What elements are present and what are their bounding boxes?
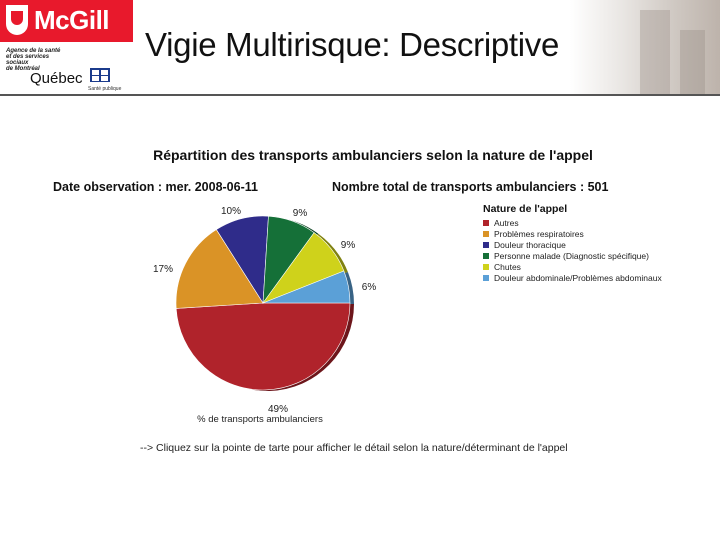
legend-swatch xyxy=(483,219,489,226)
legend-label: Douleur thoracique xyxy=(494,239,566,250)
mcgill-shield-icon xyxy=(6,5,28,35)
mcgill-logo: McGill xyxy=(0,0,133,42)
observation-date: Date observation : mer. 2008-06-11 xyxy=(53,180,258,194)
building-photo xyxy=(570,0,720,96)
mcgill-brand-text: McGill xyxy=(34,5,110,35)
total-transports: Nombre total de transports ambulanciers … xyxy=(332,180,609,194)
pie-slice-label: 17% xyxy=(153,264,173,275)
chart-title: Répartition des transports ambulanciers … xyxy=(153,147,593,163)
pie-slice-label: 9% xyxy=(341,240,356,251)
legend-swatch xyxy=(483,274,489,281)
legend-swatch xyxy=(483,263,489,270)
legend-label: Personne malade (Diagnostic spécifique) xyxy=(494,250,649,261)
pie-slice[interactable] xyxy=(262,270,351,304)
legend-swatch xyxy=(483,252,489,259)
quebec-flag-icon xyxy=(90,68,110,82)
pie-slice-label: 49% xyxy=(268,404,288,415)
pie-slice-label: 6% xyxy=(362,282,377,293)
legend-label: Douleur abdominale/Problèmes abdominaux xyxy=(494,272,662,283)
legend-title: Nature de l'appel xyxy=(483,203,568,215)
legend-item: Problèmes respiratoires xyxy=(483,228,662,239)
legend-item: Douleur abdominale/Problèmes abdominaux xyxy=(483,272,662,283)
legend-label: Chutes xyxy=(494,261,521,272)
legend-swatch xyxy=(483,230,489,237)
legend-label: Problèmes respiratoires xyxy=(494,228,584,239)
pie-slice[interactable] xyxy=(175,302,351,391)
chart-caption: --> Cliquez sur la pointe de tarte pour … xyxy=(140,442,568,454)
legend-item: Douleur thoracique xyxy=(483,239,662,250)
sante-publique-text: Santé publique xyxy=(88,86,122,92)
legend-item: Autres xyxy=(483,217,662,228)
legend-item: Personne malade (Diagnostic spécifique) xyxy=(483,250,662,261)
pie-slice[interactable] xyxy=(175,229,264,309)
legend-swatch xyxy=(483,241,489,248)
slide-header: McGill Agence de la santé et des service… xyxy=(0,0,720,96)
pie-chart[interactable]: 49% 17% 10% 9% 9% 6% % de transports ambulanci… xyxy=(130,200,450,425)
pie-axis-label: % de transports ambulanciers xyxy=(197,414,323,425)
header-divider xyxy=(0,94,720,96)
quebec-wordmark: Québec xyxy=(30,70,83,87)
pie-slice-label: 10% xyxy=(221,206,241,217)
agency-name: Agence de la santé et des services socia… xyxy=(6,48,61,72)
page-title: Vigie Multirisque: Descriptive xyxy=(145,26,560,63)
chart-legend: Nature de l'appel Autres Problèmes respir… xyxy=(483,203,662,283)
legend-label: Autres xyxy=(494,217,519,228)
pie-slice-label: 9% xyxy=(293,208,308,219)
agency-logo: Agence de la santé et des services socia… xyxy=(0,42,133,96)
title-area: Vigie Multirisque: Descriptive xyxy=(133,0,720,96)
legend-item: Chutes xyxy=(483,261,662,272)
